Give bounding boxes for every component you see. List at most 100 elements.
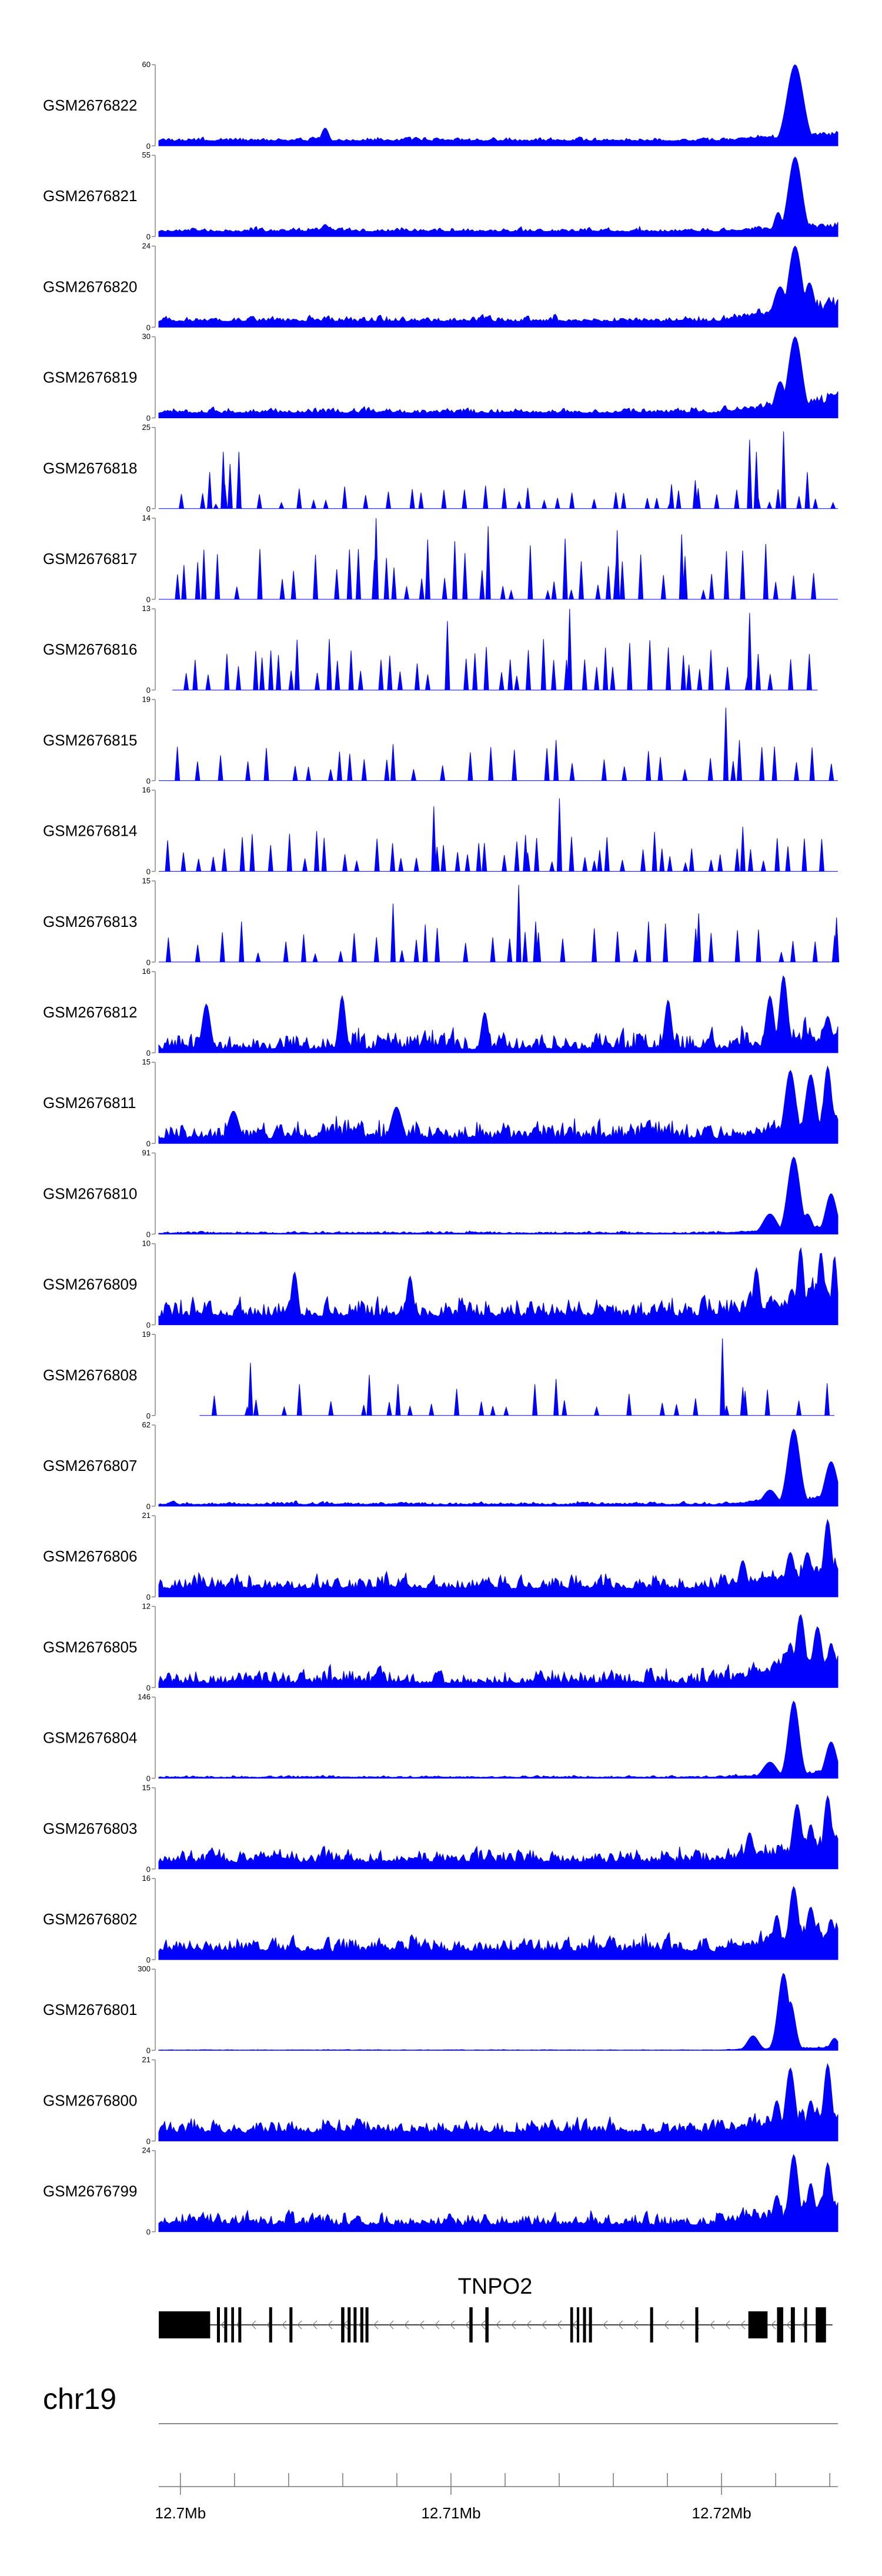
signal-area xyxy=(158,1156,838,1234)
signal-area xyxy=(158,1700,838,1779)
gene-exon xyxy=(589,2307,592,2343)
y-max-label: 21 xyxy=(142,1511,151,1520)
y-max-label: 91 xyxy=(142,1148,151,1157)
y-max-label: 62 xyxy=(142,1420,151,1429)
signal-area xyxy=(158,1886,838,1960)
signal-area xyxy=(158,975,838,1053)
strand-arrow xyxy=(389,2320,394,2330)
strand-arrow xyxy=(664,2320,669,2330)
strand-arrow xyxy=(526,2320,532,2330)
track-GSM2676799: GSM2676799 24 0 xyxy=(43,2146,838,2237)
gene-exon xyxy=(341,2307,345,2343)
y-max-label: 16 xyxy=(142,786,151,795)
genome-axis: chr19 12.7Mb 12.71Mb 12.72Mb xyxy=(43,2383,838,2522)
strand-arrow xyxy=(633,2320,639,2330)
signal-area xyxy=(158,156,838,237)
track-label: GSM2676818 xyxy=(43,459,137,477)
y-min-label: 0 xyxy=(146,1412,151,1420)
track-GSM2676800: GSM2676800 21 0 xyxy=(43,2055,838,2145)
y-max-label: 146 xyxy=(138,1693,151,1701)
track-GSM2676813: GSM2676813 15 0 xyxy=(43,876,840,967)
axis-ticks: 12.7Mb 12.71Mb 12.72Mb xyxy=(155,2473,838,2522)
track-label: GSM2676809 xyxy=(43,1276,137,1293)
signal-area xyxy=(199,1338,835,1416)
signal-tracks: GSM2676822600GSM2676821550GSM2676820240G… xyxy=(43,60,840,2237)
gene-exon xyxy=(790,2307,795,2343)
signal-area xyxy=(158,245,838,328)
signal-area xyxy=(158,1795,838,1870)
y-max-label: 24 xyxy=(142,2146,151,2155)
strand-arrow xyxy=(282,2320,287,2330)
y-max-label: 24 xyxy=(142,241,151,250)
y-max-label: 15 xyxy=(142,1057,151,1066)
track-label: GSM2676807 xyxy=(43,1457,137,1474)
strand-arrow xyxy=(786,2320,791,2330)
y-max-label: 15 xyxy=(142,1783,151,1792)
gene-exon xyxy=(748,2311,768,2338)
track-GSM2676805: GSM2676805 12 0 xyxy=(43,1601,838,1692)
track-label: GSM2676813 xyxy=(43,913,137,930)
y-min-label: 0 xyxy=(146,1865,151,1874)
y-max-label: 21 xyxy=(142,2055,151,2064)
y-max-label: 55 xyxy=(142,151,151,159)
gene-exons xyxy=(159,2307,826,2343)
axis-tick-label: 12.72Mb xyxy=(692,2504,751,2522)
gene-exon xyxy=(576,2307,580,2343)
track-label: GSM2676801 xyxy=(43,2001,137,2018)
y-max-label: 30 xyxy=(142,332,151,341)
y-min-label: 0 xyxy=(146,1774,151,1783)
y-min-label: 0 xyxy=(146,1683,151,1692)
gene-exon xyxy=(695,2307,699,2343)
gene-exon xyxy=(804,2307,807,2343)
strand-arrow xyxy=(435,2320,440,2330)
track-GSM2676809: GSM2676809 10 0 xyxy=(43,1239,838,1330)
gene-exon xyxy=(485,2307,489,2343)
track-GSM2676819: GSM2676819 30 0 xyxy=(43,332,838,423)
y-min-label: 0 xyxy=(146,867,151,876)
gene-exon xyxy=(269,2307,272,2343)
gene-exon xyxy=(777,2307,784,2343)
y-min-label: 0 xyxy=(146,2046,151,2055)
gene-exon xyxy=(353,2307,357,2343)
strand-arrow xyxy=(419,2320,425,2330)
track-GSM2676806: GSM2676806 21 0 xyxy=(43,1511,838,1601)
track-GSM2676804: GSM2676804 146 0 xyxy=(43,1693,838,1783)
track-label: GSM2676799 xyxy=(43,2183,137,2200)
y-max-label: 13 xyxy=(142,604,151,613)
track-GSM2676822: GSM2676822 60 0 xyxy=(43,60,838,151)
track-GSM2676817: GSM2676817 14 0 xyxy=(43,513,838,604)
signal-area xyxy=(159,518,838,600)
signal-area xyxy=(158,1429,838,1507)
gene-exon xyxy=(348,2307,351,2343)
signal-area xyxy=(172,609,818,690)
y-min-label: 0 xyxy=(146,595,151,604)
track-GSM2676807: GSM2676807 62 0 xyxy=(43,1420,838,1511)
track-label: GSM2676819 xyxy=(43,369,137,386)
strand-arrow xyxy=(557,2320,562,2330)
y-min-label: 0 xyxy=(146,958,151,967)
track-label: GSM2676815 xyxy=(43,731,137,749)
signal-area xyxy=(158,1973,838,2051)
y-min-label: 0 xyxy=(146,505,151,513)
gene-exon xyxy=(365,2307,369,2343)
track-label: GSM2676803 xyxy=(43,1820,137,1837)
y-max-label: 19 xyxy=(142,1330,151,1339)
gene-exon xyxy=(469,2307,473,2343)
strand-arrow xyxy=(740,2320,746,2330)
y-min-label: 0 xyxy=(146,2137,151,2145)
strand-arrow xyxy=(220,2320,226,2330)
strand-arrow xyxy=(542,2320,547,2330)
gene-exon xyxy=(238,2307,242,2343)
track-label: GSM2676811 xyxy=(43,1094,136,1112)
axis-tick-label: 12.71Mb xyxy=(421,2504,480,2522)
strand-arrow xyxy=(404,2320,409,2330)
track-label: GSM2676800 xyxy=(43,2091,137,2109)
y-min-label: 0 xyxy=(146,1230,151,1239)
track-label: GSM2676822 xyxy=(43,96,137,114)
track-GSM2676816: GSM2676816 13 0 xyxy=(43,604,818,695)
track-GSM2676820: GSM2676820 24 0 xyxy=(43,241,838,332)
y-max-label: 60 xyxy=(142,60,151,69)
strand-arrow xyxy=(496,2320,501,2330)
strand-arrow xyxy=(297,2320,302,2330)
